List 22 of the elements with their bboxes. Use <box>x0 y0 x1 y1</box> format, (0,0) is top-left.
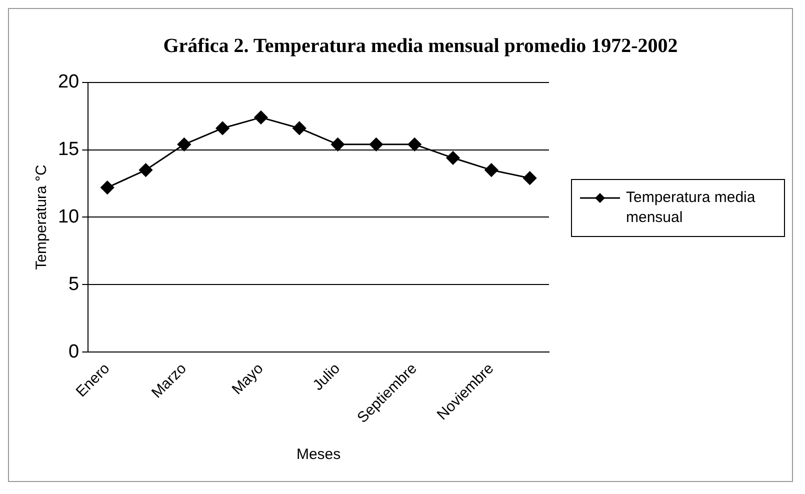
point <box>216 121 230 135</box>
point <box>408 138 422 152</box>
y-tick-label: 20 <box>58 72 80 93</box>
x-axis-title: Meses <box>296 446 341 464</box>
point <box>369 138 383 152</box>
x-tick-label: Julio <box>310 360 344 394</box>
point <box>100 180 114 194</box>
point <box>523 171 537 185</box>
point <box>484 163 498 177</box>
point <box>177 138 191 152</box>
legend-label: Temperatura media mensual <box>626 188 756 228</box>
chart-title: Gráfica 2. Temperatura media mensual promedio 1972-2002 <box>162 35 679 58</box>
y-tick-label: 15 <box>58 139 80 160</box>
y-tick-label: 0 <box>68 341 80 362</box>
point <box>331 138 345 152</box>
y-axis-title: Temperatura °C <box>33 164 50 270</box>
point <box>254 110 268 124</box>
y-tick-label: 5 <box>68 274 80 295</box>
point <box>138 163 152 177</box>
y-tick-label: 10 <box>58 206 80 228</box>
point <box>446 151 460 165</box>
point <box>292 121 306 135</box>
